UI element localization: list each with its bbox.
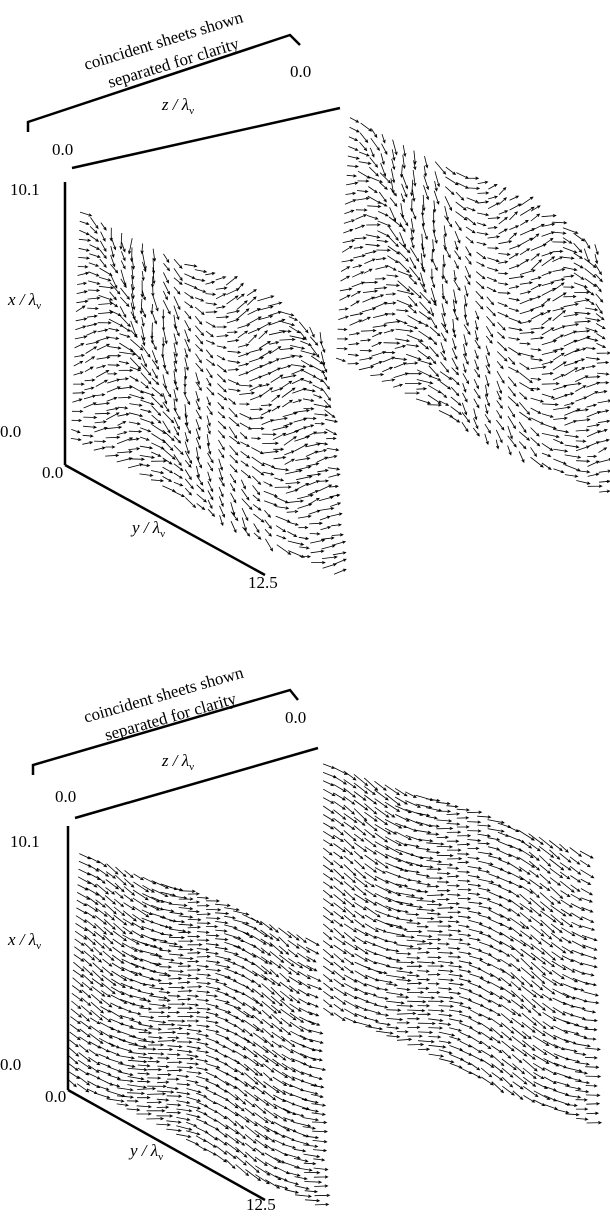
z-axis-label-sub: ν xyxy=(189,761,194,773)
y-max-label: 12.5 xyxy=(248,573,278,592)
x-axis-label: x / λν xyxy=(7,930,41,952)
y-axis-label-text: y / λ xyxy=(130,518,160,537)
x-axis-label: x / λν xyxy=(7,290,41,312)
z-axis-label-text: z / λ xyxy=(161,751,189,770)
z-axis-label-text: z / λ xyxy=(161,95,189,114)
y-axis-label-sub: ν xyxy=(158,1151,163,1163)
x-axis-label-sub: ν xyxy=(36,300,41,312)
x-min-label: 0.0 xyxy=(0,422,21,441)
x-axis-label-sub: ν xyxy=(36,940,41,952)
y-min-label: 0.0 xyxy=(45,1087,66,1106)
figure: coincident sheets shownseparated for cla… xyxy=(0,0,610,1217)
z-start-label: 0.0 xyxy=(52,140,73,159)
vector-field xyxy=(71,212,346,574)
y-axis-label-sub: ν xyxy=(160,528,165,540)
x-axis-label-text: x / λ xyxy=(7,930,36,949)
z-end-label: 0.0 xyxy=(285,708,306,727)
y-max-label: 12.5 xyxy=(246,1195,276,1214)
vector-field xyxy=(67,854,329,1206)
z-axis xyxy=(75,748,318,818)
z-end-label: 0.0 xyxy=(290,62,311,81)
x-axis-label-text: x / λ xyxy=(7,290,36,309)
y-axis-label: y / λν xyxy=(128,1141,163,1163)
y-min-label: 0.0 xyxy=(42,463,63,482)
vector-field xyxy=(336,118,610,493)
z-axis xyxy=(72,108,340,168)
z-axis-label: z / λν xyxy=(161,95,194,117)
x-max-label: 10.1 xyxy=(10,180,40,199)
z-axis-label-sub: ν xyxy=(189,105,194,117)
vector-field xyxy=(323,764,601,1124)
z-axis-label: z / λν xyxy=(161,751,194,773)
y-axis-label-text: y / λ xyxy=(128,1141,158,1160)
x-min-label: 0.0 xyxy=(0,1055,21,1074)
z-start-label: 0.0 xyxy=(55,787,76,806)
y-axis-label: y / λν xyxy=(130,518,165,540)
x-max-label: 10.1 xyxy=(10,832,40,851)
